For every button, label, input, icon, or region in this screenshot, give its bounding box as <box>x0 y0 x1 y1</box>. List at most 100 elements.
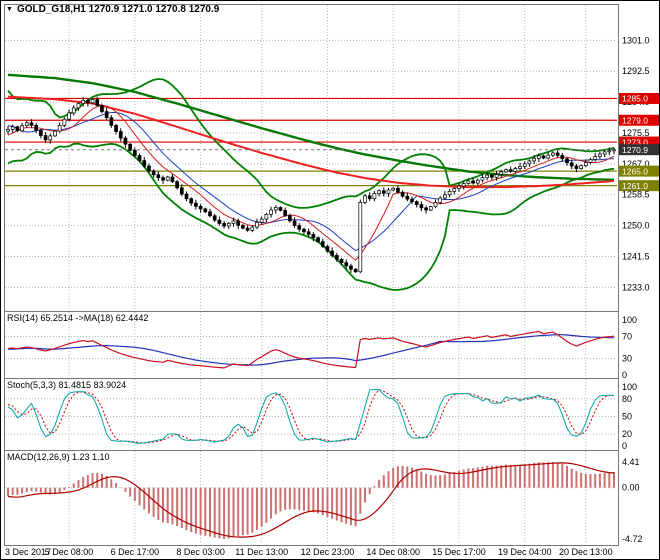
price-tag-1285.0[interactable] <box>619 92 659 104</box>
candle-body <box>156 174 161 179</box>
x-axis-label[interactable]: 19 Dec 04:00 <box>498 547 552 557</box>
candle-body <box>461 183 466 187</box>
candle-body <box>579 165 583 169</box>
candle-body <box>302 228 306 233</box>
candle-body <box>574 165 579 169</box>
candle-body <box>161 177 165 181</box>
price-tag-1273.0-label: 1273.0 <box>622 137 648 147</box>
candle-body <box>325 245 330 252</box>
candle-body <box>189 198 194 204</box>
candle-body <box>551 152 555 156</box>
candle-body <box>377 190 381 194</box>
panel-frame-macd <box>4 450 619 546</box>
current-price-tag[interactable] <box>619 144 659 156</box>
macd-histogram <box>7 462 615 539</box>
rsi-indicator-label: RSI(14) 65.2514 ->MA(18) 62.4442 <box>7 313 149 323</box>
ma-mid-line <box>7 112 615 252</box>
candle-body <box>118 131 123 139</box>
candle-body <box>71 107 76 114</box>
candle-body <box>20 125 24 132</box>
candle-body <box>508 169 513 172</box>
x-axis-label[interactable]: 20 Dec 13:00 <box>559 547 613 557</box>
price-tag-1265.0[interactable] <box>619 165 659 177</box>
stoch-tick-label: 100 <box>622 382 637 392</box>
rsi-tick-label: 70 <box>622 332 632 342</box>
trend-ma-green <box>7 73 615 181</box>
candle-body <box>76 103 81 109</box>
x-axis-label[interactable]: 15 Dec 17:00 <box>432 547 486 557</box>
x-axis-label[interactable]: 3 Dec 2017 <box>5 547 51 557</box>
collapse-arrow-icon[interactable]: ▼ <box>6 5 13 13</box>
rsi-tick-label: 30 <box>622 354 632 364</box>
candle-body <box>245 227 250 231</box>
candle-body <box>320 241 325 247</box>
candle-body <box>588 159 593 163</box>
y-axis-tick-label: 1250.0 <box>622 221 650 231</box>
candle-body <box>48 135 53 141</box>
stoch-tick-label: 20 <box>622 429 632 439</box>
symbol-ohlc-label: GOLD_G18,H1 1270.9 1271.0 1270.8 1270.9 <box>16 4 220 15</box>
candle-body <box>109 117 114 126</box>
candle-body <box>391 187 396 191</box>
candle-body <box>527 160 532 165</box>
candle-body <box>546 154 551 159</box>
stoch-tick-label: 80 <box>622 394 632 404</box>
candle-body <box>457 185 461 189</box>
candle-body <box>466 180 471 184</box>
x-axis-label[interactable]: 5 Dec 08:00 <box>45 547 94 557</box>
y-axis-tick-label: 1258.5 <box>622 190 650 200</box>
candle-body <box>137 155 142 161</box>
candle-body <box>381 190 386 194</box>
candle-body <box>273 207 278 211</box>
candle-body <box>95 99 100 106</box>
candle-body <box>593 156 598 160</box>
candle-body <box>81 99 86 104</box>
candle-body <box>330 250 334 256</box>
candle-body <box>504 169 508 173</box>
x-axis-label[interactable]: 11 Dec 13:00 <box>235 547 288 557</box>
candle-body <box>241 224 245 229</box>
x-axis-label[interactable]: 12 Dec 23:00 <box>301 547 355 557</box>
price-tag-1279.0-label: 1279.0 <box>622 115 648 125</box>
candle-body <box>358 202 363 273</box>
candle-body <box>226 223 231 227</box>
candle-body <box>485 174 490 179</box>
candle-body <box>132 150 137 156</box>
candle-body <box>386 189 391 194</box>
candle-body <box>316 237 320 242</box>
macd-signal-line <box>7 462 615 538</box>
candle-body <box>297 225 302 230</box>
candle-body <box>170 176 175 183</box>
macd-tick-label: 0.00 <box>622 483 640 493</box>
candle-body <box>555 152 560 156</box>
price-tag-1285.0-label: 1285.0 <box>622 94 648 104</box>
x-axis-label[interactable]: 8 Dec 03:00 <box>176 547 225 557</box>
y-axis-tick-label: 1275.5 <box>622 128 650 138</box>
price-tag-1261.0[interactable] <box>619 180 659 192</box>
candle-body <box>259 218 264 223</box>
candle-body <box>288 215 292 222</box>
candle-body <box>194 202 198 207</box>
candle-body <box>179 187 184 195</box>
candle-body <box>424 207 428 211</box>
candle-body <box>175 181 179 189</box>
candle-body <box>405 195 410 200</box>
candle-body <box>372 193 377 200</box>
x-axis-label[interactable]: 6 Dec 17:00 <box>111 547 160 557</box>
candle-body <box>306 231 311 235</box>
rsi-tick-label: 100 <box>622 315 637 325</box>
candle-body <box>363 195 367 203</box>
candle-body <box>367 195 372 200</box>
candle-body <box>410 198 414 202</box>
candle-body <box>480 177 485 181</box>
price-tag-1279.0[interactable] <box>619 114 659 126</box>
x-axis-label[interactable]: 14 Dec 08:00 <box>366 547 420 557</box>
candle-body <box>569 162 574 167</box>
candle-body <box>428 206 433 211</box>
candle-body <box>90 99 95 104</box>
price-tag-1273.0[interactable] <box>619 136 659 148</box>
candle-body <box>334 255 339 260</box>
candle-body <box>269 209 273 215</box>
price-tag-1265.0-label: 1265.0 <box>622 166 648 176</box>
